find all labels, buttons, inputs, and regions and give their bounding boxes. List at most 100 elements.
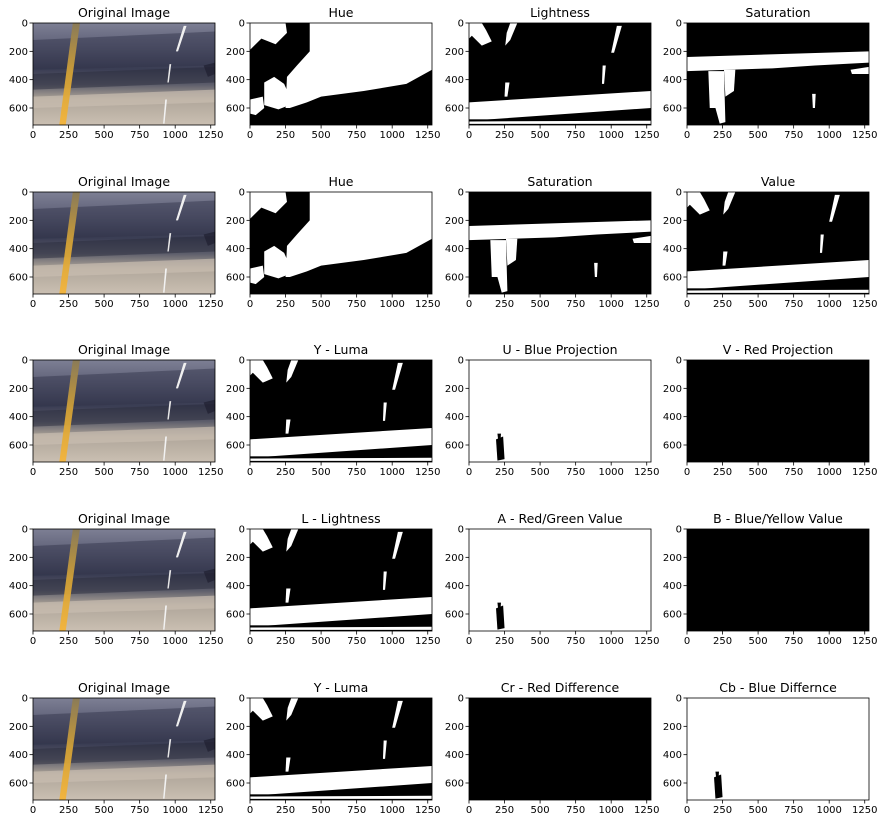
subplot-r4-c1: Original Image 0 250 500 750 1000 1250 0 200 400 6…	[9, 511, 224, 647]
x-tick-label: 1250	[852, 636, 877, 647]
subplot-r1-c2: Hue 0 250 500 750 1000 1250 0 200 400 600	[226, 5, 441, 141]
y-tick-label: 0	[22, 525, 28, 536]
axes-frame	[249, 22, 433, 126]
y-tick-label: 600	[226, 273, 245, 284]
y-tick-label: 200	[663, 47, 682, 58]
x-tick-label: 1000	[816, 467, 841, 478]
x-tick-label: 750	[130, 636, 149, 647]
y-tick-label: 400	[663, 581, 682, 592]
y-tick-label: 600	[226, 441, 245, 452]
x-tick-label: 1000	[598, 299, 623, 310]
y-tick-label: 0	[676, 188, 682, 199]
x-tick-label: 250	[276, 636, 295, 647]
x-tick-label: 1250	[852, 467, 877, 478]
axes-frame	[468, 191, 652, 295]
x-tick-label: 1250	[415, 805, 440, 816]
x-tick-label: 1250	[198, 299, 223, 310]
subplot-title: Hue	[328, 5, 353, 20]
x-tick-label: 0	[466, 805, 472, 816]
x-tick-label: 0	[30, 130, 36, 141]
axes-frame	[249, 528, 433, 632]
subplot-title: U - Blue Projection	[502, 342, 617, 357]
y-tick-label: 200	[663, 553, 682, 564]
y-tick-label: 200	[9, 216, 28, 227]
x-tick-label: 1250	[634, 636, 659, 647]
x-tick-label: 250	[713, 299, 732, 310]
x-tick-label: 750	[566, 805, 585, 816]
x-tick-label: 1000	[816, 130, 841, 141]
y-tick-label: 400	[226, 75, 245, 86]
x-tick-label: 1000	[379, 805, 404, 816]
x-tick-label: 1250	[852, 805, 877, 816]
x-tick-label: 250	[495, 299, 514, 310]
subplot-title: Hue	[328, 174, 353, 189]
x-tick-label: 1250	[415, 467, 440, 478]
axes-frame	[468, 359, 652, 463]
subplot-title: B - Blue/Yellow Value	[713, 511, 843, 526]
subplot-title: Y - Luma	[313, 680, 369, 695]
y-tick-label: 400	[226, 750, 245, 761]
x-tick-label: 500	[312, 805, 331, 816]
subplot-r1-c1: Original Image 0 250 500 750 1000 1250 0 200 400 6…	[9, 5, 224, 141]
y-tick-label: 0	[22, 356, 28, 367]
subplot-r5-c4: Cb - Blue Differnce 0 250 500 750 1000 1250 0 20…	[663, 680, 878, 816]
y-tick-label: 0	[676, 694, 682, 705]
subplot-r2-c4: Value 0 250 500 750 1000 1250 0 200 400 600	[663, 174, 878, 310]
x-tick-label: 500	[312, 636, 331, 647]
y-tick-label: 600	[445, 273, 464, 284]
subplot-r5-c1: Original Image 0 250 500 750 1000 1250 0 200 400 6…	[9, 680, 224, 816]
y-tick-label: 600	[9, 104, 28, 115]
y-tick-label: 200	[226, 384, 245, 395]
axes-frame	[32, 697, 216, 801]
x-tick-label: 750	[784, 636, 803, 647]
y-tick-label: 0	[239, 19, 245, 30]
subplot-r4-c2: L - Lightness 0 250 500 750 1000 1250 0 200 400 60…	[226, 511, 441, 647]
y-tick-label: 400	[663, 75, 682, 86]
subplot-title: Original Image	[78, 174, 170, 189]
x-tick-label: 750	[130, 130, 149, 141]
y-tick-label: 400	[9, 750, 28, 761]
axes-frame	[686, 359, 870, 463]
x-tick-label: 750	[566, 130, 585, 141]
hue-mask-image	[250, 192, 433, 294]
axes-frame	[468, 528, 652, 632]
subplot-title: Original Image	[78, 680, 170, 695]
y-tick-label: 0	[458, 188, 464, 199]
x-tick-label: 750	[347, 805, 366, 816]
y-tick-label: 0	[239, 356, 245, 367]
road-photo-image	[33, 360, 216, 462]
x-tick-label: 750	[347, 299, 366, 310]
axes-frame	[686, 191, 870, 295]
x-tick-label: 500	[749, 130, 768, 141]
x-tick-label: 0	[247, 299, 253, 310]
x-tick-label: 500	[95, 130, 114, 141]
y-tick-label: 200	[9, 553, 28, 564]
y-tick-label: 0	[676, 356, 682, 367]
y-tick-label: 400	[9, 581, 28, 592]
x-tick-label: 500	[749, 299, 768, 310]
x-tick-label: 750	[130, 299, 149, 310]
x-tick-label: 1000	[162, 636, 187, 647]
y-tick-label: 400	[445, 412, 464, 423]
x-tick-label: 500	[531, 130, 550, 141]
x-tick-label: 1000	[598, 636, 623, 647]
x-tick-label: 1250	[198, 636, 223, 647]
y-tick-label: 600	[663, 610, 682, 621]
x-tick-label: 500	[749, 636, 768, 647]
subplot-r4-c3: A - Red/Green Value 0 250 500 750 1000 1250 0 20…	[445, 511, 660, 647]
x-tick-label: 250	[276, 299, 295, 310]
x-tick-label: 1000	[598, 130, 623, 141]
x-tick-label: 250	[495, 467, 514, 478]
x-tick-label: 0	[30, 636, 36, 647]
x-tick-label: 750	[784, 130, 803, 141]
subplot-title: Saturation	[745, 5, 810, 20]
subplot-title: Original Image	[78, 511, 170, 526]
y-tick-label: 0	[239, 694, 245, 705]
y-tick-label: 400	[9, 412, 28, 423]
saturation-mask-image	[469, 192, 651, 294]
x-tick-label: 250	[59, 467, 78, 478]
y-tick-label: 200	[663, 216, 682, 227]
x-tick-label: 250	[713, 805, 732, 816]
x-tick-label: 750	[784, 467, 803, 478]
